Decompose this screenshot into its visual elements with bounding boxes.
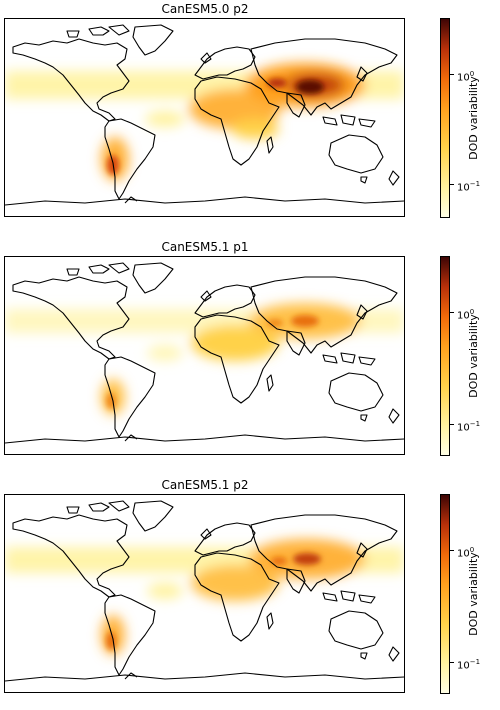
colorbar-tick	[450, 312, 454, 313]
colorbar-tick-label: 100	[457, 70, 475, 84]
panel-title: CanESM5.1 p2	[161, 478, 249, 492]
dust-field	[5, 495, 404, 692]
colorbar-tick	[450, 662, 454, 663]
colorbar-tick-label: 10−1	[457, 658, 481, 672]
panel-title: CanESM5.1 p1	[161, 240, 249, 254]
colorbar-tick-label: 100	[457, 546, 475, 560]
colorbar-tick-label: 10−1	[457, 420, 481, 434]
world-map	[4, 494, 405, 693]
map-panel-1: CanESM5.0 p2 100 10−1 DOD variability	[0, 0, 500, 234]
colorbar-label: DOD variability	[467, 76, 480, 160]
colorbar	[440, 256, 450, 456]
world-map	[4, 256, 405, 455]
colorbar-tick	[450, 424, 454, 425]
colorbar-tick-label: 100	[457, 308, 475, 322]
dust-field	[5, 19, 404, 216]
map-panel-2: CanESM5.1 p1 100 10−1 DOD variability	[0, 238, 500, 472]
colorbar-tick-label: 10−1	[457, 180, 481, 194]
colorbar	[440, 494, 450, 694]
panel-title: CanESM5.0 p2	[161, 2, 249, 16]
colorbar-label: DOD variability	[467, 314, 480, 398]
colorbar	[440, 18, 450, 218]
colorbar-label: DOD variability	[467, 552, 480, 636]
colorbar-tick	[450, 184, 454, 185]
colorbar-tick	[450, 550, 454, 551]
map-panel-3: CanESM5.1 p2 100 10−1 DOD variability	[0, 476, 500, 710]
colorbar-tick	[450, 74, 454, 75]
world-map	[4, 18, 405, 217]
dust-field	[5, 257, 404, 454]
